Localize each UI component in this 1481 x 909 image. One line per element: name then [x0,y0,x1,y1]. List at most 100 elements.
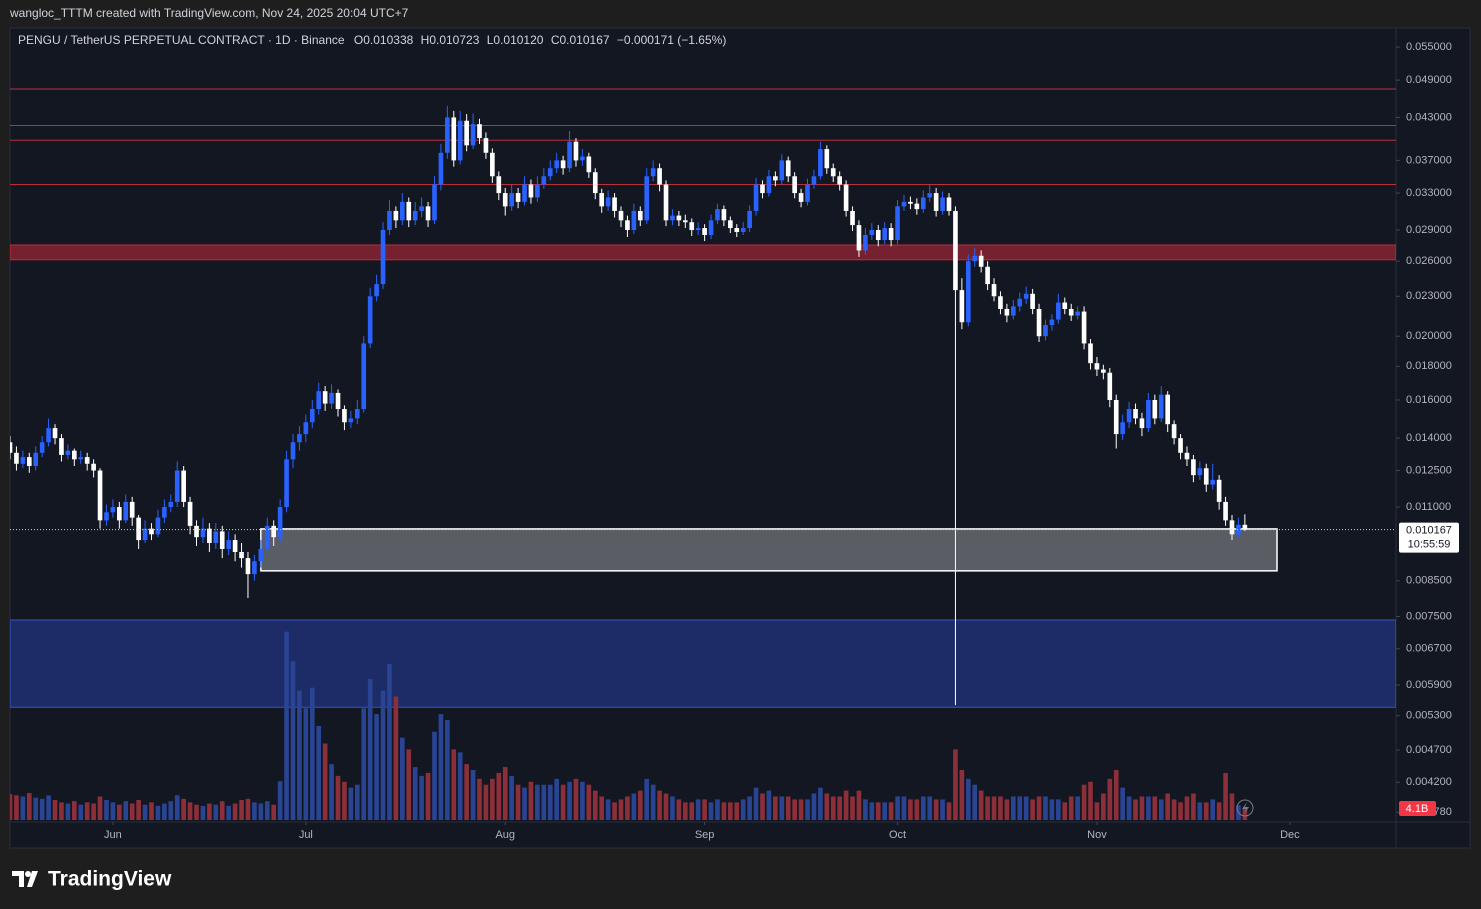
y-tick-label: 0.006700 [1406,643,1452,655]
candle-body [1120,422,1125,435]
candle-body [760,184,765,194]
candle-body [830,168,836,177]
volume-bar [605,799,611,820]
candle-body [1229,520,1235,535]
volume-bar [1242,807,1248,820]
candle-body [78,457,84,460]
candle-body [26,457,32,466]
volume-bar [580,781,585,820]
candle-body [953,210,958,291]
candle-body [432,184,437,221]
volume-bar [1216,802,1222,820]
volume-bar [522,787,527,820]
volume-bar [927,796,933,820]
candle-body [1242,524,1248,530]
volume-bar [97,796,103,820]
volume-bar [734,802,740,820]
candle-body [1094,363,1100,370]
candle-body [348,418,354,423]
volume-bar [509,775,514,820]
volume-bar [637,790,643,820]
candle-body [663,184,669,221]
candle-body [46,428,51,443]
legend-change: −0.000171 (−1.65%) [617,33,726,47]
volume-bar [676,799,682,820]
y-tick-label: 0.004700 [1406,744,1452,756]
candle-body [490,152,495,177]
volume-bar [258,803,264,820]
candle-body [1126,409,1132,423]
volume-bar [1068,796,1074,820]
volume-bar [1197,802,1203,820]
volume [10,631,1248,820]
volume-bar [374,714,379,820]
volume-bar [908,799,913,820]
brand: TradingView [48,868,172,891]
volume-bar [342,781,347,820]
candle-body [1158,394,1164,419]
candle-body [560,160,566,169]
candle-body [483,138,489,153]
candle-body [773,176,778,181]
candle-body [863,234,868,251]
volume-bar [541,784,547,820]
volume-bar [657,790,662,820]
volume-bar [297,690,302,820]
volume-bar [1101,793,1106,820]
x-tick-label: Oct [889,829,906,841]
volume-bar [1203,802,1209,820]
candle-body [869,230,875,235]
volume-bar [1184,796,1190,820]
volume-bar [695,799,701,820]
volume-bar [946,802,952,820]
candle-body [670,215,675,221]
volume-bar [965,778,971,820]
volume-bar [174,795,180,820]
zones [10,88,1396,708]
y-tick-label: 0.043000 [1406,111,1452,123]
volume-bar [1171,799,1177,820]
candle-body [380,230,386,285]
candle-body [811,176,817,185]
candle-body [747,210,752,229]
candle-body [1139,418,1145,429]
volume-bar [1139,796,1145,820]
volume-bar [760,793,765,820]
candle-body [605,197,611,207]
volume-bar [785,796,791,820]
brand-logo [12,871,38,887]
volume-bar [914,799,920,820]
candle-body [1178,438,1183,453]
volume-bar [354,784,360,820]
candle-body [374,284,379,297]
candle-body [65,450,71,455]
candle-body [818,149,823,177]
volume-bar [1146,796,1151,820]
candle-body [1049,319,1055,325]
y-tick-label: 0.008500 [1406,575,1452,587]
candle-body [232,540,238,552]
candle-body [136,517,141,541]
candle-body [412,210,418,221]
candle-body [457,120,463,161]
candle-body [400,201,405,221]
volume-bar [316,725,322,820]
candle-body [908,201,913,204]
candle-body [920,197,926,210]
volume-bar [1229,793,1235,820]
volume-bar [573,778,579,820]
volume-bar [1152,796,1158,820]
volume-bar [592,790,598,820]
volume-bar [618,799,624,820]
volume-bar [625,796,630,820]
volume-bar [972,784,978,820]
volume-bar [1107,778,1113,820]
volume-bar [400,737,405,820]
candle-body [592,172,598,194]
candle-body [110,507,116,513]
candle-body [875,230,881,241]
volume-bar [406,749,412,820]
candle-body [837,176,842,185]
candle-body [419,206,424,211]
volume-bar [644,778,650,820]
